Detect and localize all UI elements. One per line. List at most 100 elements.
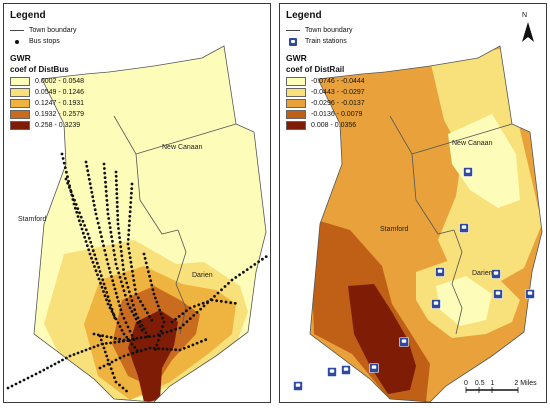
bus-stop (96, 273, 99, 277)
bus-stop (105, 298, 108, 302)
bus-stop (156, 304, 160, 308)
bus-stop (125, 281, 129, 285)
bus-stop (161, 325, 165, 328)
class-5-swatch (10, 121, 30, 130)
boundary-legend-label: Town boundary (29, 27, 77, 34)
bus-stop (125, 298, 129, 301)
bus-stops-layer (6, 152, 268, 393)
bus-stop (139, 336, 143, 340)
bus-stop (120, 328, 124, 332)
bus-stop (104, 180, 107, 184)
bus-stop-legend-label: Bus stops (29, 38, 60, 45)
study-area-boundary (33, 45, 267, 403)
bus-stop (117, 300, 120, 303)
bus-stop (87, 177, 91, 181)
bus-stop (204, 338, 208, 342)
bus-stop (118, 275, 122, 279)
bus-stop (127, 233, 130, 237)
class-2-label: -0.0443 - -0.0297 (311, 89, 365, 96)
town-boundary-north (135, 123, 237, 155)
bus-stop (245, 268, 249, 271)
bus-stop (111, 239, 114, 243)
town-label-stamford: Stamford (18, 216, 47, 223)
bus-stop (121, 259, 124, 262)
bus-stop (110, 307, 114, 311)
bus-stop (133, 288, 137, 291)
bus-stop (120, 312, 124, 316)
bus-stop (156, 338, 160, 342)
bus-stop (147, 270, 150, 274)
class-4-label: 0.1932 - 0.2579 (35, 111, 85, 118)
bus-stop (116, 218, 120, 222)
bus-stop (94, 269, 98, 273)
bus-stop (87, 248, 91, 252)
bus-stop (129, 294, 133, 298)
boundary-line-symbol (10, 30, 24, 31)
bus-stop (158, 334, 162, 338)
rail-coef-map-panel: Legend Town boundary Train stations GWR … (279, 3, 547, 403)
bus-stop (86, 232, 90, 236)
bus-stop (105, 354, 109, 358)
bus-stop (113, 376, 116, 379)
bus-stop (73, 198, 76, 202)
train-station-icon (431, 299, 441, 309)
bus-stop (157, 347, 161, 350)
bus-stop (128, 214, 132, 218)
bus-stop (130, 182, 134, 186)
bus-stop (123, 293, 127, 297)
bus-stop (114, 179, 118, 183)
bus-stop (132, 279, 136, 282)
bus-stop (103, 294, 107, 298)
bus-stop (128, 329, 132, 333)
bus-stop (26, 376, 30, 380)
bus-stop (195, 310, 199, 314)
bus-stop (134, 312, 138, 316)
bus-stop (88, 347, 92, 350)
bus-stop (88, 182, 92, 186)
bus-stop (101, 342, 105, 346)
bus-stop (101, 334, 104, 338)
bus-stop (96, 221, 100, 225)
bus-stop (140, 323, 144, 327)
bus-stop (103, 176, 107, 180)
town-boundary-new-canaan (389, 115, 455, 235)
bus-stop (216, 291, 220, 295)
bus-stop (121, 386, 125, 390)
scale-tick-2: 2 (514, 380, 519, 387)
bus-stop (117, 227, 120, 230)
bus-stop (109, 341, 112, 345)
bus-stop (143, 307, 147, 311)
class-5-zone (128, 310, 178, 402)
bus-stop (144, 331, 148, 334)
bus-stop (223, 285, 227, 288)
bus-stop (75, 210, 79, 214)
bus-stop (185, 320, 189, 324)
scale-tick-0-5: 0.5 (474, 380, 485, 387)
bus-stop (114, 170, 118, 174)
bus-stop (66, 175, 69, 179)
town-label-new-canaan: New Canaan (452, 140, 493, 147)
bus-stop (136, 321, 140, 325)
bus-stop (89, 240, 93, 244)
bus-stop (141, 303, 145, 307)
bus-stop (115, 196, 119, 200)
bus-stop (108, 226, 112, 230)
class-5-label: 0.008 - 0.0356 (311, 122, 357, 129)
bus-stop (118, 383, 121, 387)
bus-stop (109, 336, 113, 339)
bus-stop (139, 349, 143, 353)
bus-stop (129, 260, 133, 264)
bus-stop (185, 309, 188, 313)
bus-stop (122, 354, 126, 358)
bus-stop (193, 305, 196, 308)
town-boundary-new-canaan (113, 115, 179, 235)
bus-stop (105, 194, 108, 198)
bus-stop (130, 310, 134, 313)
bus-stop (103, 286, 107, 290)
bus-stop (57, 360, 61, 364)
scale-bar (465, 387, 519, 393)
bus-stop (178, 326, 182, 330)
bus-stop (84, 228, 88, 232)
bus-stop (233, 301, 237, 305)
bus-stop (95, 217, 99, 220)
